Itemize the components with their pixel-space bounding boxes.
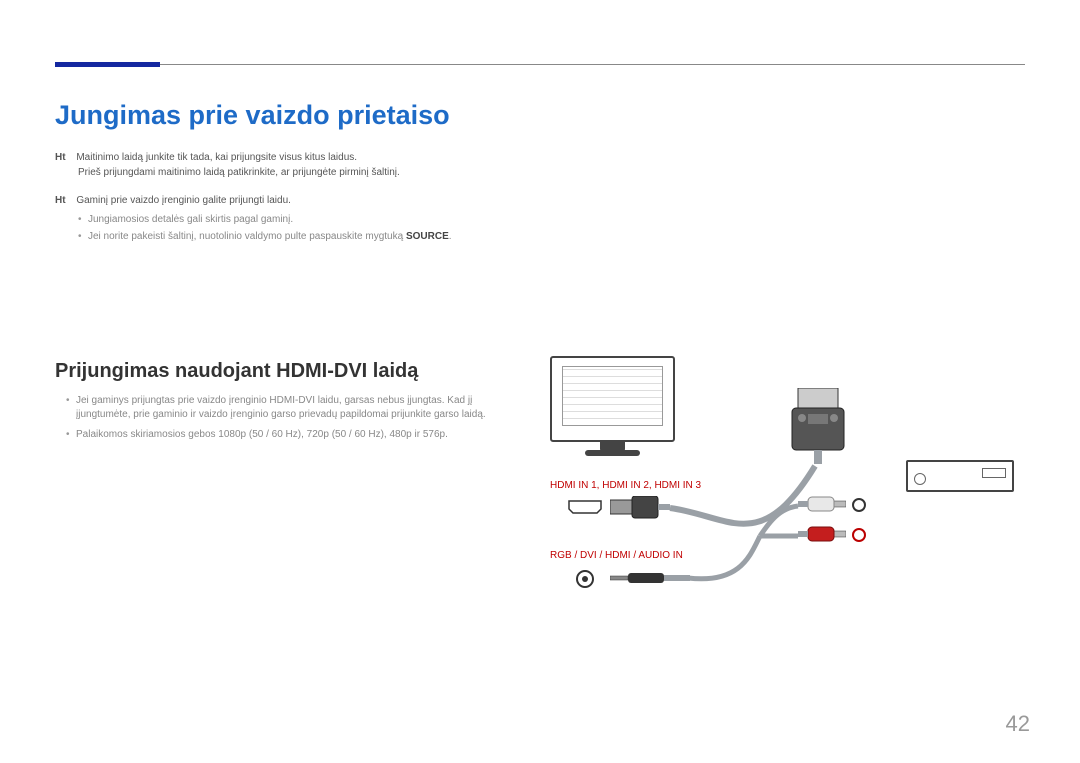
hdmi-label: HDMI IN 1, HDMI IN 2, HDMI IN 3	[550, 480, 701, 491]
hdmi-plug-icon	[610, 496, 670, 520]
bullet-item: Jei norite pakeisti šaltinį, nuotolinio …	[78, 231, 452, 242]
note-marker: Ht	[55, 152, 66, 163]
header-divider	[55, 64, 1025, 65]
page-number: 42	[1006, 711, 1030, 737]
note2-text: Gaminį prie vaizdo įrenginio galite prij…	[76, 195, 291, 206]
note-2: Ht Gaminį prie vaizdo įrenginio galite p…	[55, 195, 291, 206]
rgb-label: RGB / DVI / HDMI / AUDIO IN	[550, 550, 683, 561]
rca-jack-white-icon	[852, 498, 866, 512]
note1-text1: Maitinimo laidą junkite tik tada, kai pr…	[76, 152, 357, 163]
page-title: Jungimas prie vaizdo prietaiso	[55, 100, 450, 131]
bullet-item: Palaikomos skiriamosios gebos 1080p (50 …	[66, 428, 526, 442]
monitor-icon	[550, 356, 675, 442]
dvi-plug-icon	[788, 388, 848, 468]
bullet-item: Jungiamosios detalės gali skirtis pagal …	[78, 214, 452, 225]
top-bullet-list: Jungiamosios detalės gali skirtis pagal …	[78, 214, 452, 248]
rca-red-plug-icon	[798, 526, 846, 544]
sub-bullet-list: Jei gaminys prijungtas prie vaizdo įreng…	[66, 394, 526, 448]
bullet-item: Jei gaminys prijungtas prie vaizdo įreng…	[66, 394, 526, 422]
header-accent	[55, 62, 160, 67]
rca-jack-red-icon	[852, 528, 866, 542]
note1-text2: Prieš prijungdami maitinimo laidą patikr…	[78, 167, 400, 178]
monitor-back-panel	[562, 366, 663, 426]
source-keyword: SOURCE	[406, 231, 449, 242]
audio-jack-icon	[576, 570, 594, 588]
note-1: Ht Maitinimo laidą junkite tik tada, kai…	[55, 152, 555, 163]
external-device-icon	[906, 460, 1014, 492]
monitor-base	[585, 450, 640, 456]
connection-diagram: HDMI IN 1, HDMI IN 2, HDMI IN 3 RGB / DV…	[550, 356, 1030, 596]
section-subtitle: Prijungimas naudojant HDMI-DVI laidą	[55, 360, 418, 383]
hdmi-port-icon	[568, 500, 602, 514]
audio-plug-icon	[610, 572, 690, 586]
note-marker: Ht	[55, 195, 66, 206]
rca-white-plug-icon	[798, 496, 846, 514]
